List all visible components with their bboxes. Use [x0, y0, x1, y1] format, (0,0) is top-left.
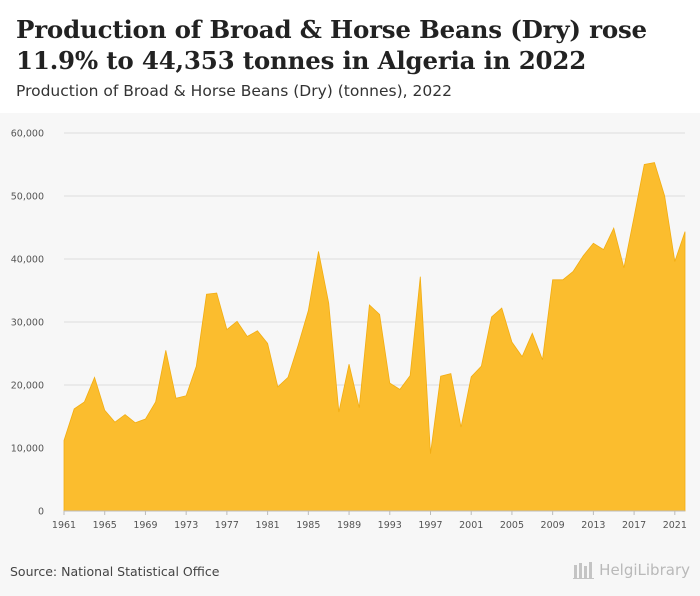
header: Production of Broad & Horse Beans (Dry) …: [0, 0, 700, 113]
x-tick-label: 1985: [296, 520, 320, 531]
x-tick-label: 1977: [215, 520, 239, 531]
y-tick-label: 60,000: [11, 129, 44, 140]
x-tick-label: 2017: [622, 520, 646, 531]
x-tick-label: 1989: [337, 520, 361, 531]
chart-area: 0 10,000 20,000 30,000 40,000 50,000 60,000 196…: [0, 113, 700, 541]
y-tick-label: 50,000: [11, 192, 44, 203]
brand[interactable]: HelgiLibrary: [573, 561, 690, 579]
x-tick-label: 1981: [256, 520, 280, 531]
x-tick-label: 2005: [500, 520, 524, 531]
area-chart: 0 10,000 20,000 30,000 40,000 50,000 60,000 196…: [11, 129, 687, 532]
x-tick-label: 1993: [378, 520, 402, 531]
x-tick-label: 2001: [459, 520, 483, 531]
x-tick-label: 1961: [52, 520, 76, 531]
source-note: Source: National Statistical Office: [10, 564, 220, 579]
library-logo-icon: [573, 562, 595, 579]
y-tick-label: 30,000: [11, 318, 44, 329]
y-tick-label: 0: [38, 507, 44, 518]
y-tick-label: 20,000: [11, 381, 44, 392]
production-area: [63, 162, 686, 512]
x-tick-label: 1965: [93, 520, 117, 531]
x-tick-label: 1973: [174, 520, 198, 531]
chart-title: Production of Broad & Horse Beans (Dry) …: [16, 15, 647, 75]
x-tick-label: 1997: [418, 520, 442, 531]
brand-name: HelgiLibrary: [599, 561, 690, 579]
x-tick-label: 2013: [581, 520, 605, 531]
x-tick-label: 2009: [541, 520, 565, 531]
footer: Source: National Statistical Office Helg…: [0, 541, 700, 596]
x-tick-label: 1969: [133, 520, 157, 531]
y-tick-label: 10,000: [11, 444, 44, 455]
chart-subtitle: Production of Broad & Horse Beans (Dry) …: [16, 82, 452, 100]
x-tick-label: 2021: [663, 520, 687, 531]
y-tick-label: 40,000: [11, 255, 44, 266]
